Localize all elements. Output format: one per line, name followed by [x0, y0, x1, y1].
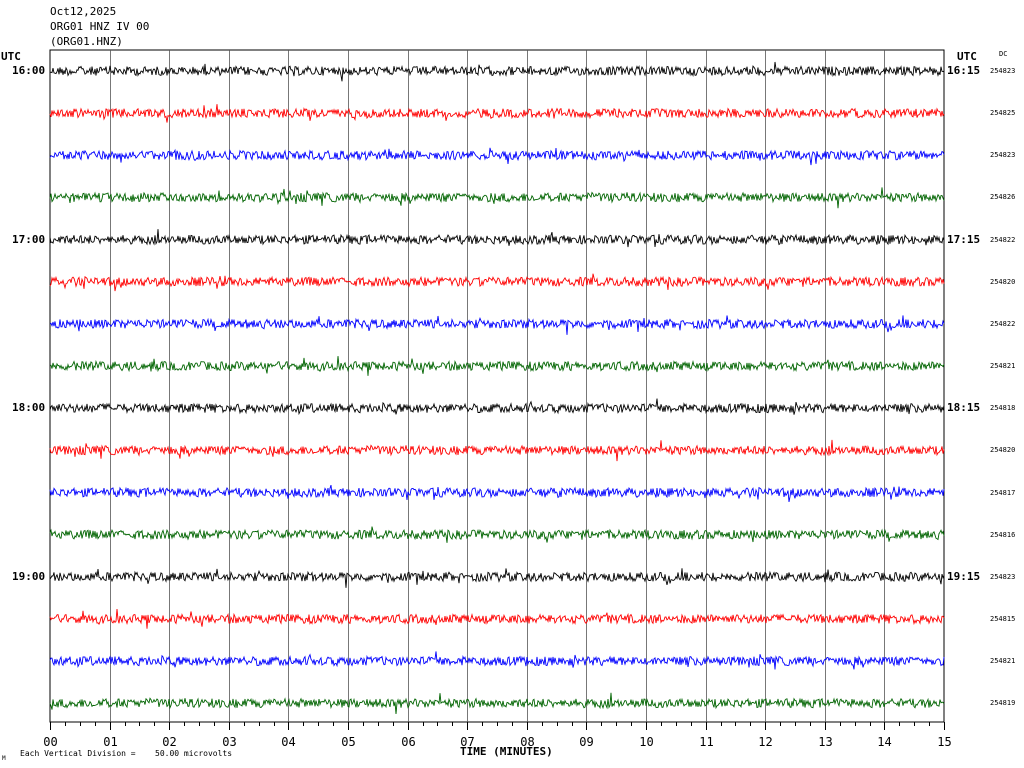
x-tick-label: 12	[758, 735, 772, 749]
row-dc-value: 254822	[990, 235, 1016, 244]
left-timezone-label: UTC	[1, 50, 21, 63]
row-end-time-label: 17:15	[947, 232, 981, 246]
trace-row	[49, 526, 945, 543]
trace-row	[49, 104, 945, 123]
row-dc-value: 254825	[990, 109, 1016, 118]
x-tick-label: 04	[281, 735, 295, 749]
x-tick-label: 13	[818, 735, 832, 749]
row-dc-value: 254826	[990, 193, 1016, 202]
channel-name: (ORG01.HNZ)	[50, 35, 123, 48]
x-tick-label: 01	[103, 735, 117, 749]
x-tick-label: 11	[699, 735, 713, 749]
row-dc-value: 254823	[990, 572, 1016, 581]
row-dc-value: 254821	[990, 657, 1016, 666]
x-tick-label: 09	[579, 735, 593, 749]
row-dc-value: 254823	[990, 67, 1016, 75]
station-name: ORG01 HNZ IV 00	[50, 20, 150, 33]
dc-header-label: DC	[999, 50, 1008, 58]
trace-row	[49, 568, 945, 588]
trace-row	[49, 61, 945, 82]
x-tick-label: 08	[520, 735, 534, 749]
row-start-time-label: 16:00	[12, 64, 46, 77]
row-dc-value: 254823	[990, 151, 1016, 160]
x-tick-label: 02	[162, 735, 176, 749]
trace-row	[49, 439, 945, 462]
x-tick-label: 00	[43, 735, 57, 749]
vertical-scale-label: Each Vertical Division =	[20, 749, 136, 758]
vertical-scale-value: 50.00 microvolts	[155, 749, 233, 758]
row-dc-value: 254820	[990, 446, 1016, 455]
row-end-time-label: 16:15	[947, 64, 981, 77]
x-tick-label: 10	[639, 735, 653, 749]
row-start-time-label: 18:00	[12, 401, 46, 415]
row-dc-value: 254818	[990, 404, 1016, 413]
trace-row	[49, 356, 945, 376]
row-dc-value: 254817	[990, 488, 1016, 497]
x-tick-label: 05	[341, 735, 355, 749]
plot-date: Oct12,2025	[50, 5, 117, 18]
right-timezone-label: UTC	[957, 50, 977, 63]
trace-row	[49, 315, 945, 335]
row-start-time-label: 19:00	[12, 569, 46, 583]
row-dc-value: 254820	[990, 277, 1016, 286]
row-dc-value: 254822	[990, 319, 1016, 328]
x-axis-title: TIME (MINUTES)	[460, 745, 553, 758]
trace-row	[49, 398, 945, 416]
row-start-time-label: 17:00	[12, 232, 46, 246]
row-dc-value: 254819	[990, 699, 1016, 708]
trace-row	[49, 229, 945, 248]
x-tick-label: 14	[877, 735, 891, 749]
row-dc-value: 254816	[990, 530, 1016, 539]
x-tick-label: 07	[460, 735, 474, 749]
trace-row	[49, 692, 945, 715]
row-dc-value: 254815	[990, 614, 1016, 623]
trace-row	[49, 273, 945, 292]
trace-row	[49, 484, 945, 502]
trace-row	[49, 608, 945, 629]
row-end-time-label: 18:15	[947, 401, 981, 415]
x-tick-label: 06	[401, 735, 415, 749]
trace-row	[49, 187, 945, 209]
x-tick-label: 03	[222, 735, 236, 749]
x-tick-label: 15	[937, 735, 951, 749]
trace-row	[49, 147, 945, 166]
trace-row	[49, 651, 945, 670]
row-end-time-label: 19:15	[947, 569, 981, 583]
footer-mark: M	[2, 755, 6, 762]
row-dc-value: 254821	[990, 362, 1016, 371]
plot-frame	[49, 49, 945, 723]
